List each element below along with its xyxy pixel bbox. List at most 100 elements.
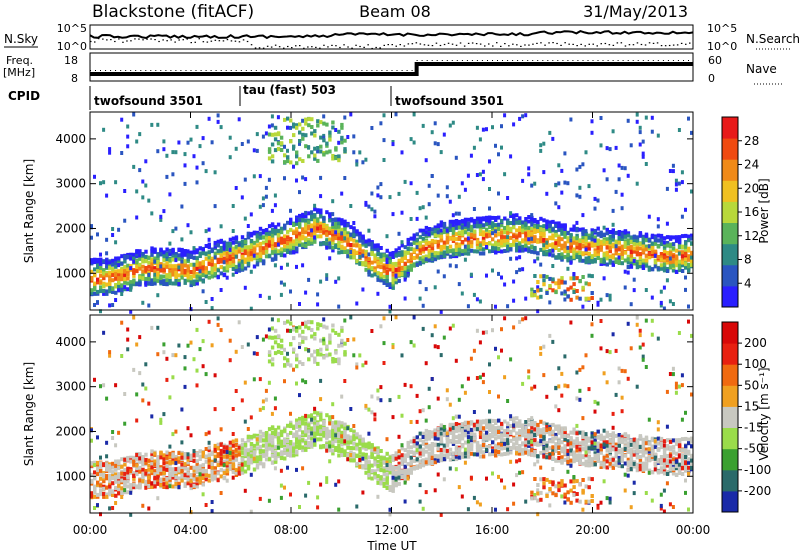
- velocity-cell: [273, 428, 278, 433]
- power-cell: [159, 214, 163, 219]
- velocity-cell: [165, 485, 169, 490]
- power-cell: [599, 234, 603, 239]
- velocity-cell: [120, 354, 124, 358]
- power-cell: [397, 266, 401, 271]
- power-cell: [457, 194, 461, 199]
- power-cell: [207, 116, 211, 121]
- power-cell: [144, 183, 148, 188]
- nave-point: [487, 60, 488, 61]
- power-cell: [325, 210, 329, 215]
- velocity-cell: [108, 350, 112, 355]
- power-cell: [105, 259, 109, 264]
- power-cell: [671, 254, 676, 259]
- power-cell: [674, 235, 679, 240]
- power-cell: [120, 283, 124, 288]
- power-cell: [533, 274, 537, 278]
- power-cell: [337, 217, 341, 222]
- power-cell: [129, 287, 133, 292]
- freq-panel: Freq. [MHz] 18 8 60 0 Nave: [3, 52, 784, 85]
- velocity-cell: [123, 490, 127, 495]
- velocity-cell: [96, 503, 99, 508]
- power-cell: [684, 252, 688, 256]
- n-search-point: [689, 42, 691, 44]
- power-cell: [343, 115, 347, 120]
- power-cell: [201, 260, 205, 265]
- power-cell: [521, 114, 525, 119]
- power-cell: [650, 295, 654, 300]
- power-cell: [617, 236, 621, 240]
- power-cell: [632, 238, 637, 243]
- power-cell: [289, 250, 293, 255]
- n-search-point: [496, 42, 498, 44]
- power-cell: [358, 150, 362, 155]
- velocity-cell: [270, 460, 275, 465]
- power-cell: [201, 270, 205, 275]
- power-cell: [237, 117, 241, 122]
- power-cell: [668, 236, 673, 241]
- power-cell: [454, 248, 459, 253]
- power-cell: [433, 257, 438, 262]
- power-cell: [590, 130, 594, 135]
- power-cell: [352, 233, 356, 238]
- power-cell: [424, 230, 429, 235]
- power-cell: [120, 288, 124, 292]
- power-cell: [331, 240, 335, 245]
- n-search-point: [226, 39, 229, 41]
- velocity-cell: [231, 475, 235, 480]
- power-cell: [460, 249, 465, 254]
- power-cell: [373, 269, 377, 274]
- velocity-cell: [150, 484, 154, 489]
- n-search-point: [620, 42, 623, 44]
- power-cell: [186, 252, 190, 257]
- power-cell: [569, 276, 573, 281]
- power-cell: [147, 277, 151, 281]
- power-cell: [409, 267, 413, 272]
- power-cell: [379, 258, 383, 263]
- n-search-point: [194, 41, 196, 43]
- power-cell: [105, 264, 109, 269]
- power-cell: [536, 288, 540, 293]
- power-cell: [316, 228, 320, 233]
- power-cell: [457, 225, 462, 230]
- power-cell: [219, 245, 223, 250]
- n-search-point: [419, 43, 422, 45]
- power-cell: [454, 251, 459, 256]
- power-cell: [575, 220, 579, 225]
- power-cell: [189, 262, 193, 267]
- n-search-point: [102, 38, 104, 40]
- power-cell: [503, 235, 507, 240]
- power-cell: [385, 269, 389, 274]
- power-cell: [617, 177, 621, 182]
- n-search-point: [588, 43, 590, 45]
- power-cell: [279, 253, 284, 257]
- n-search-point: [431, 45, 434, 47]
- velocity-cell: [177, 459, 181, 464]
- power-cell: [521, 220, 525, 225]
- velocity-cell: [228, 358, 232, 363]
- power-cell: [418, 206, 422, 211]
- velocity-cell: [255, 446, 260, 451]
- velocity-cell: [216, 322, 220, 327]
- power-cell: [566, 287, 570, 292]
- power-cell: [424, 287, 428, 292]
- power-cell: [252, 256, 257, 261]
- velocity-cell: [246, 459, 251, 464]
- power-cell: [548, 130, 552, 135]
- velocity-cell: [189, 473, 193, 477]
- power-cell: [584, 249, 588, 254]
- power-cell: [485, 127, 488, 132]
- power-cell: [325, 245, 329, 250]
- power-cell: [569, 238, 573, 243]
- power-cell: [186, 249, 190, 254]
- velocity-cell: [207, 319, 211, 324]
- power-cell: [186, 264, 190, 269]
- nave-point: [386, 70, 388, 71]
- power-cell: [463, 222, 468, 227]
- power-cell: [304, 230, 308, 235]
- power-cell: [436, 233, 441, 238]
- power-cell: [204, 169, 208, 174]
- power-cell: [451, 213, 455, 218]
- velocity-cell: [207, 461, 211, 466]
- power-cell: [165, 247, 169, 252]
